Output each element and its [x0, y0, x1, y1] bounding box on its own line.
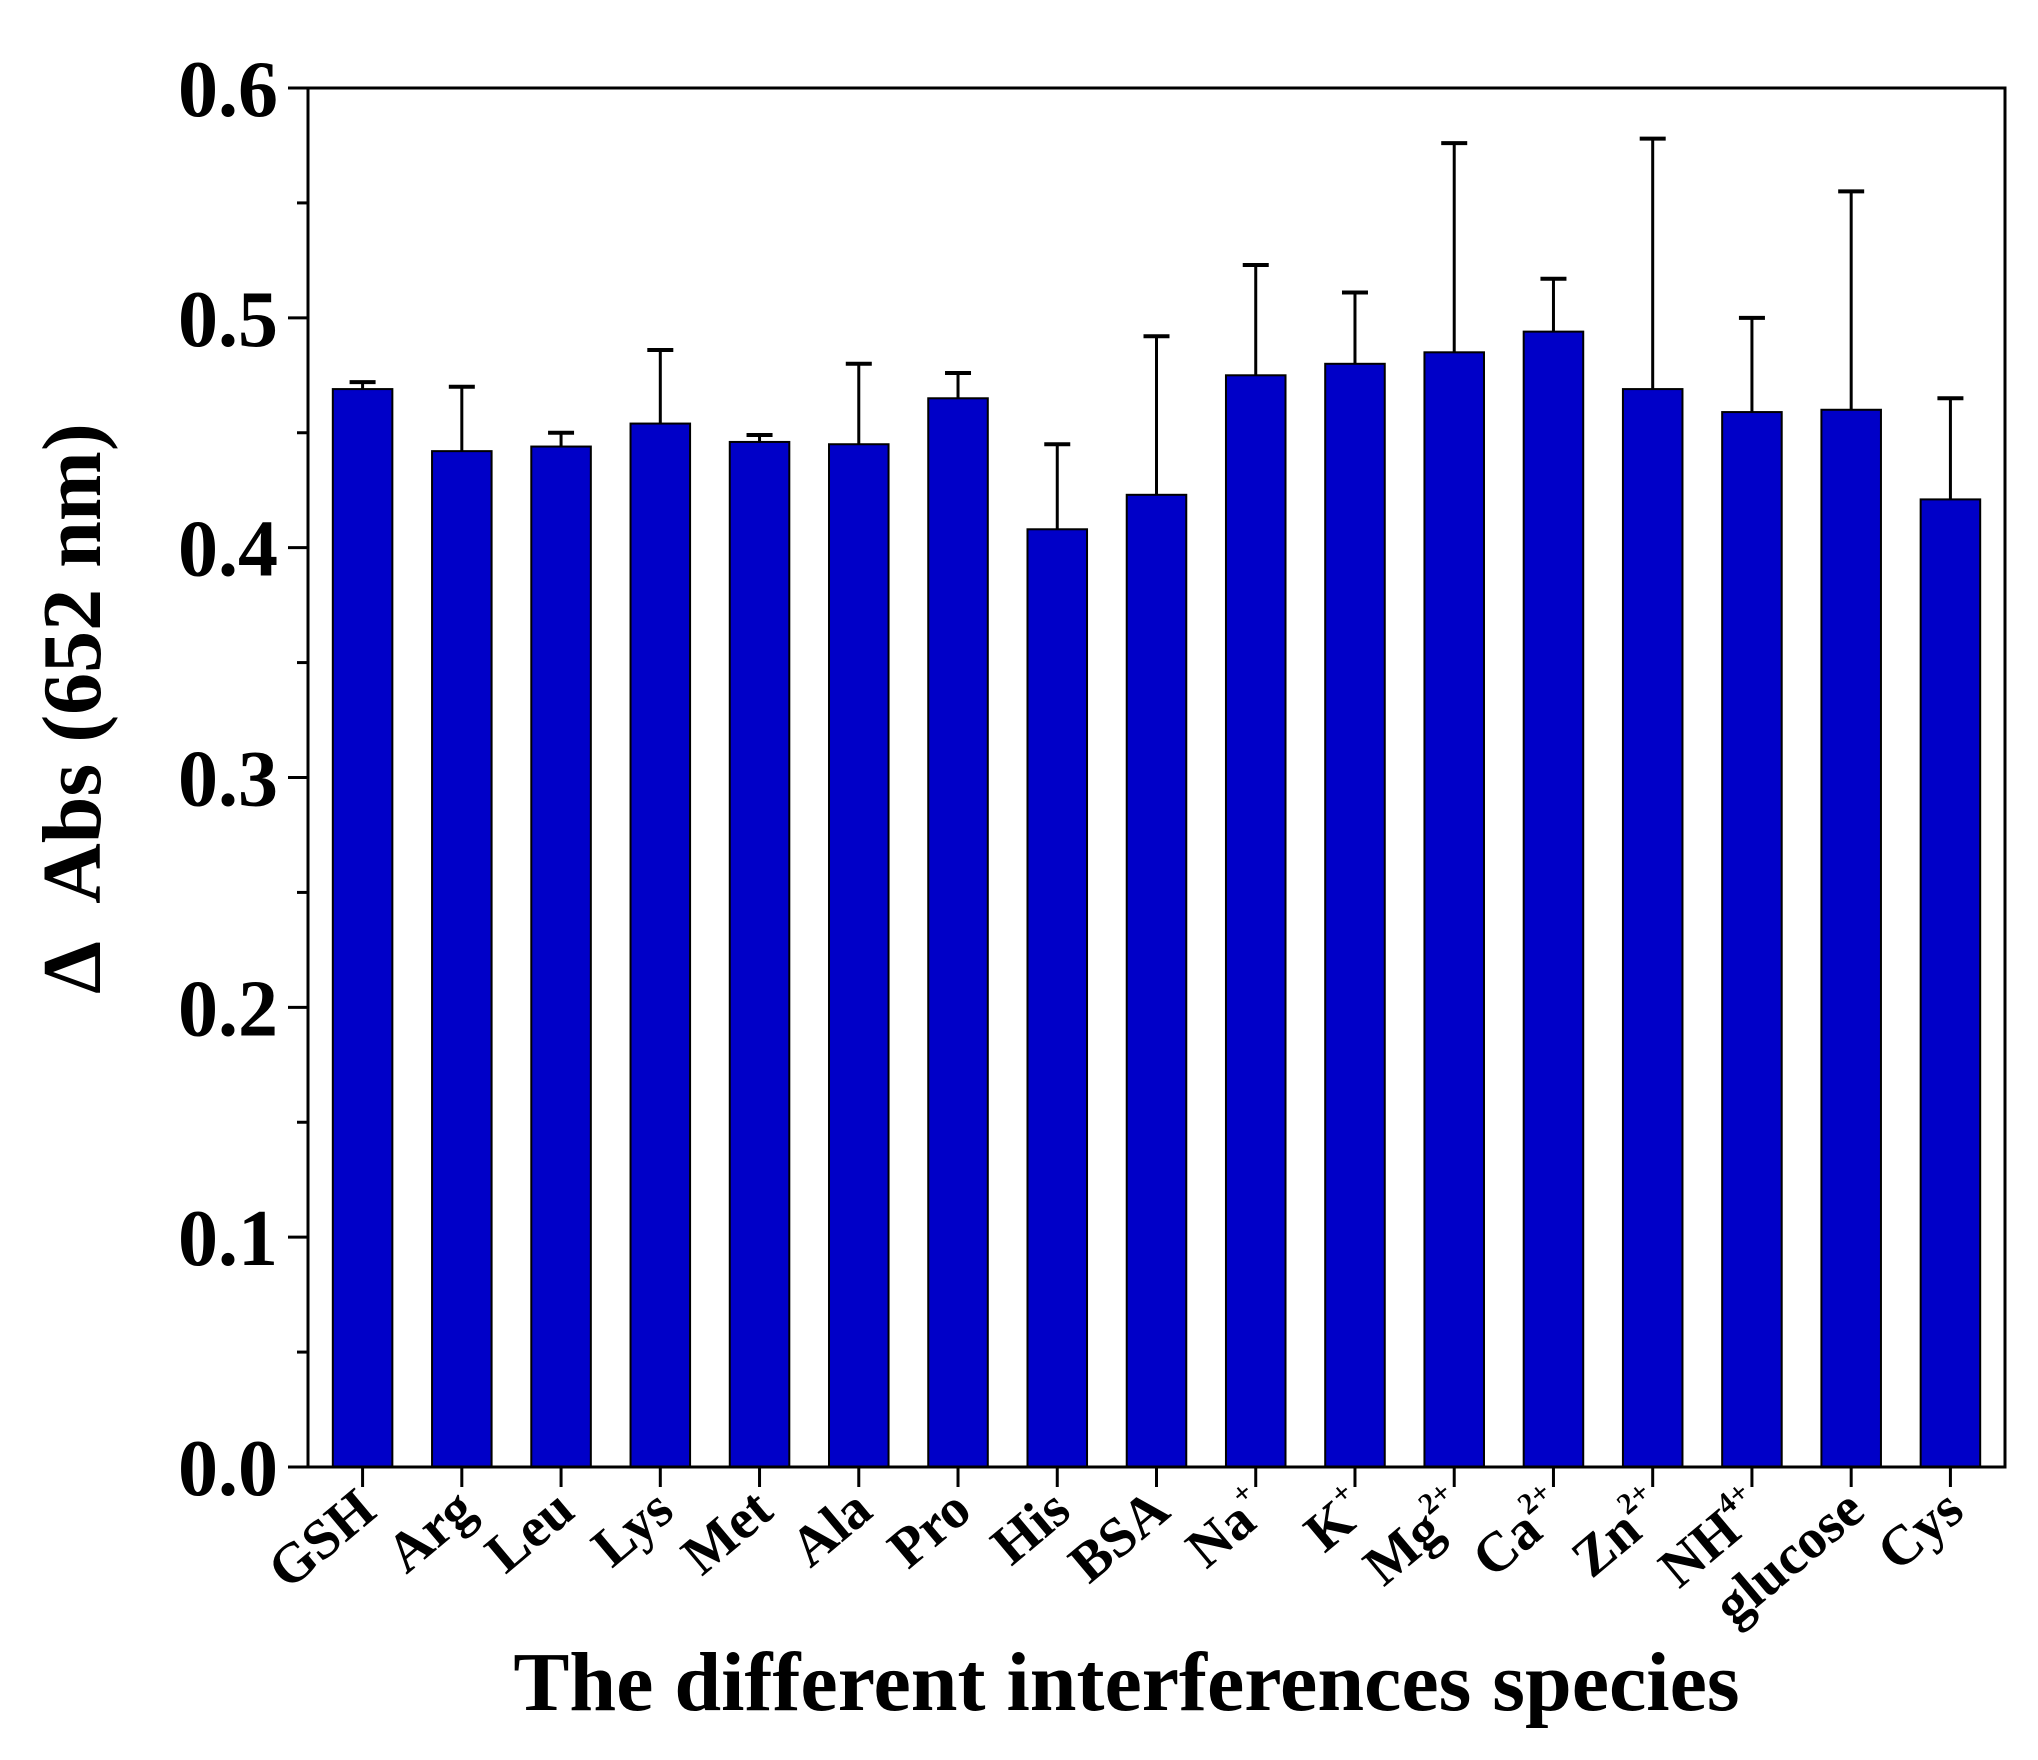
error-bar	[746, 433, 773, 442]
error-bar	[1639, 136, 1666, 390]
x-axis-title: The different interferences species	[513, 1636, 1739, 1729]
error-bars-group	[349, 136, 1964, 530]
y-axis: 0.0 0.1 0.2 0.3 0.4 0.5 0.6	[178, 46, 308, 1513]
bar-mg	[1423, 351, 1485, 1468]
y-tick-label: 0.5	[178, 276, 278, 364]
error-bar	[1242, 262, 1269, 376]
error-bar	[1341, 290, 1368, 364]
error-bar	[1044, 442, 1071, 530]
y-tick-label: 0.1	[178, 1195, 278, 1283]
y-axis-title: Δ Abs (652 nm)	[26, 423, 119, 994]
error-bar	[1441, 141, 1468, 353]
bar-k	[1324, 362, 1386, 1468]
error-bar	[1738, 315, 1765, 413]
bar-ala	[828, 443, 890, 1469]
bar-bsa	[1125, 493, 1188, 1468]
error-bar	[1143, 334, 1170, 495]
error-bar	[945, 370, 972, 399]
error-bar	[1937, 396, 1964, 500]
error-bar	[845, 361, 872, 445]
bar-met	[728, 440, 791, 1468]
error-bar	[1838, 189, 1865, 410]
y-tick-label: 0.0	[178, 1425, 278, 1513]
bar-his	[1026, 528, 1089, 1468]
bar-leu	[530, 445, 592, 1469]
bar-lys	[629, 422, 692, 1469]
bar-pro	[927, 397, 989, 1468]
error-bar	[1540, 276, 1567, 332]
y-tick-label: 0.2	[178, 965, 278, 1053]
bar-arg	[431, 450, 493, 1468]
bar-glucose	[1820, 408, 1882, 1468]
error-bar	[349, 380, 376, 390]
error-bar	[647, 348, 674, 424]
bar-ca	[1522, 330, 1585, 1469]
bar-gsh	[331, 388, 394, 1468]
bar-na	[1224, 374, 1287, 1469]
error-bar	[448, 384, 475, 452]
bar-nh	[1721, 411, 1783, 1469]
bar-cys	[1919, 498, 1982, 1468]
bars-group	[331, 330, 1982, 1469]
y-tick-label: 0.4	[178, 506, 278, 594]
bar-zn	[1621, 388, 1684, 1468]
y-tick-label: 0.3	[178, 736, 278, 824]
y-tick-label: 0.6	[178, 46, 278, 134]
error-bar	[548, 430, 575, 447]
